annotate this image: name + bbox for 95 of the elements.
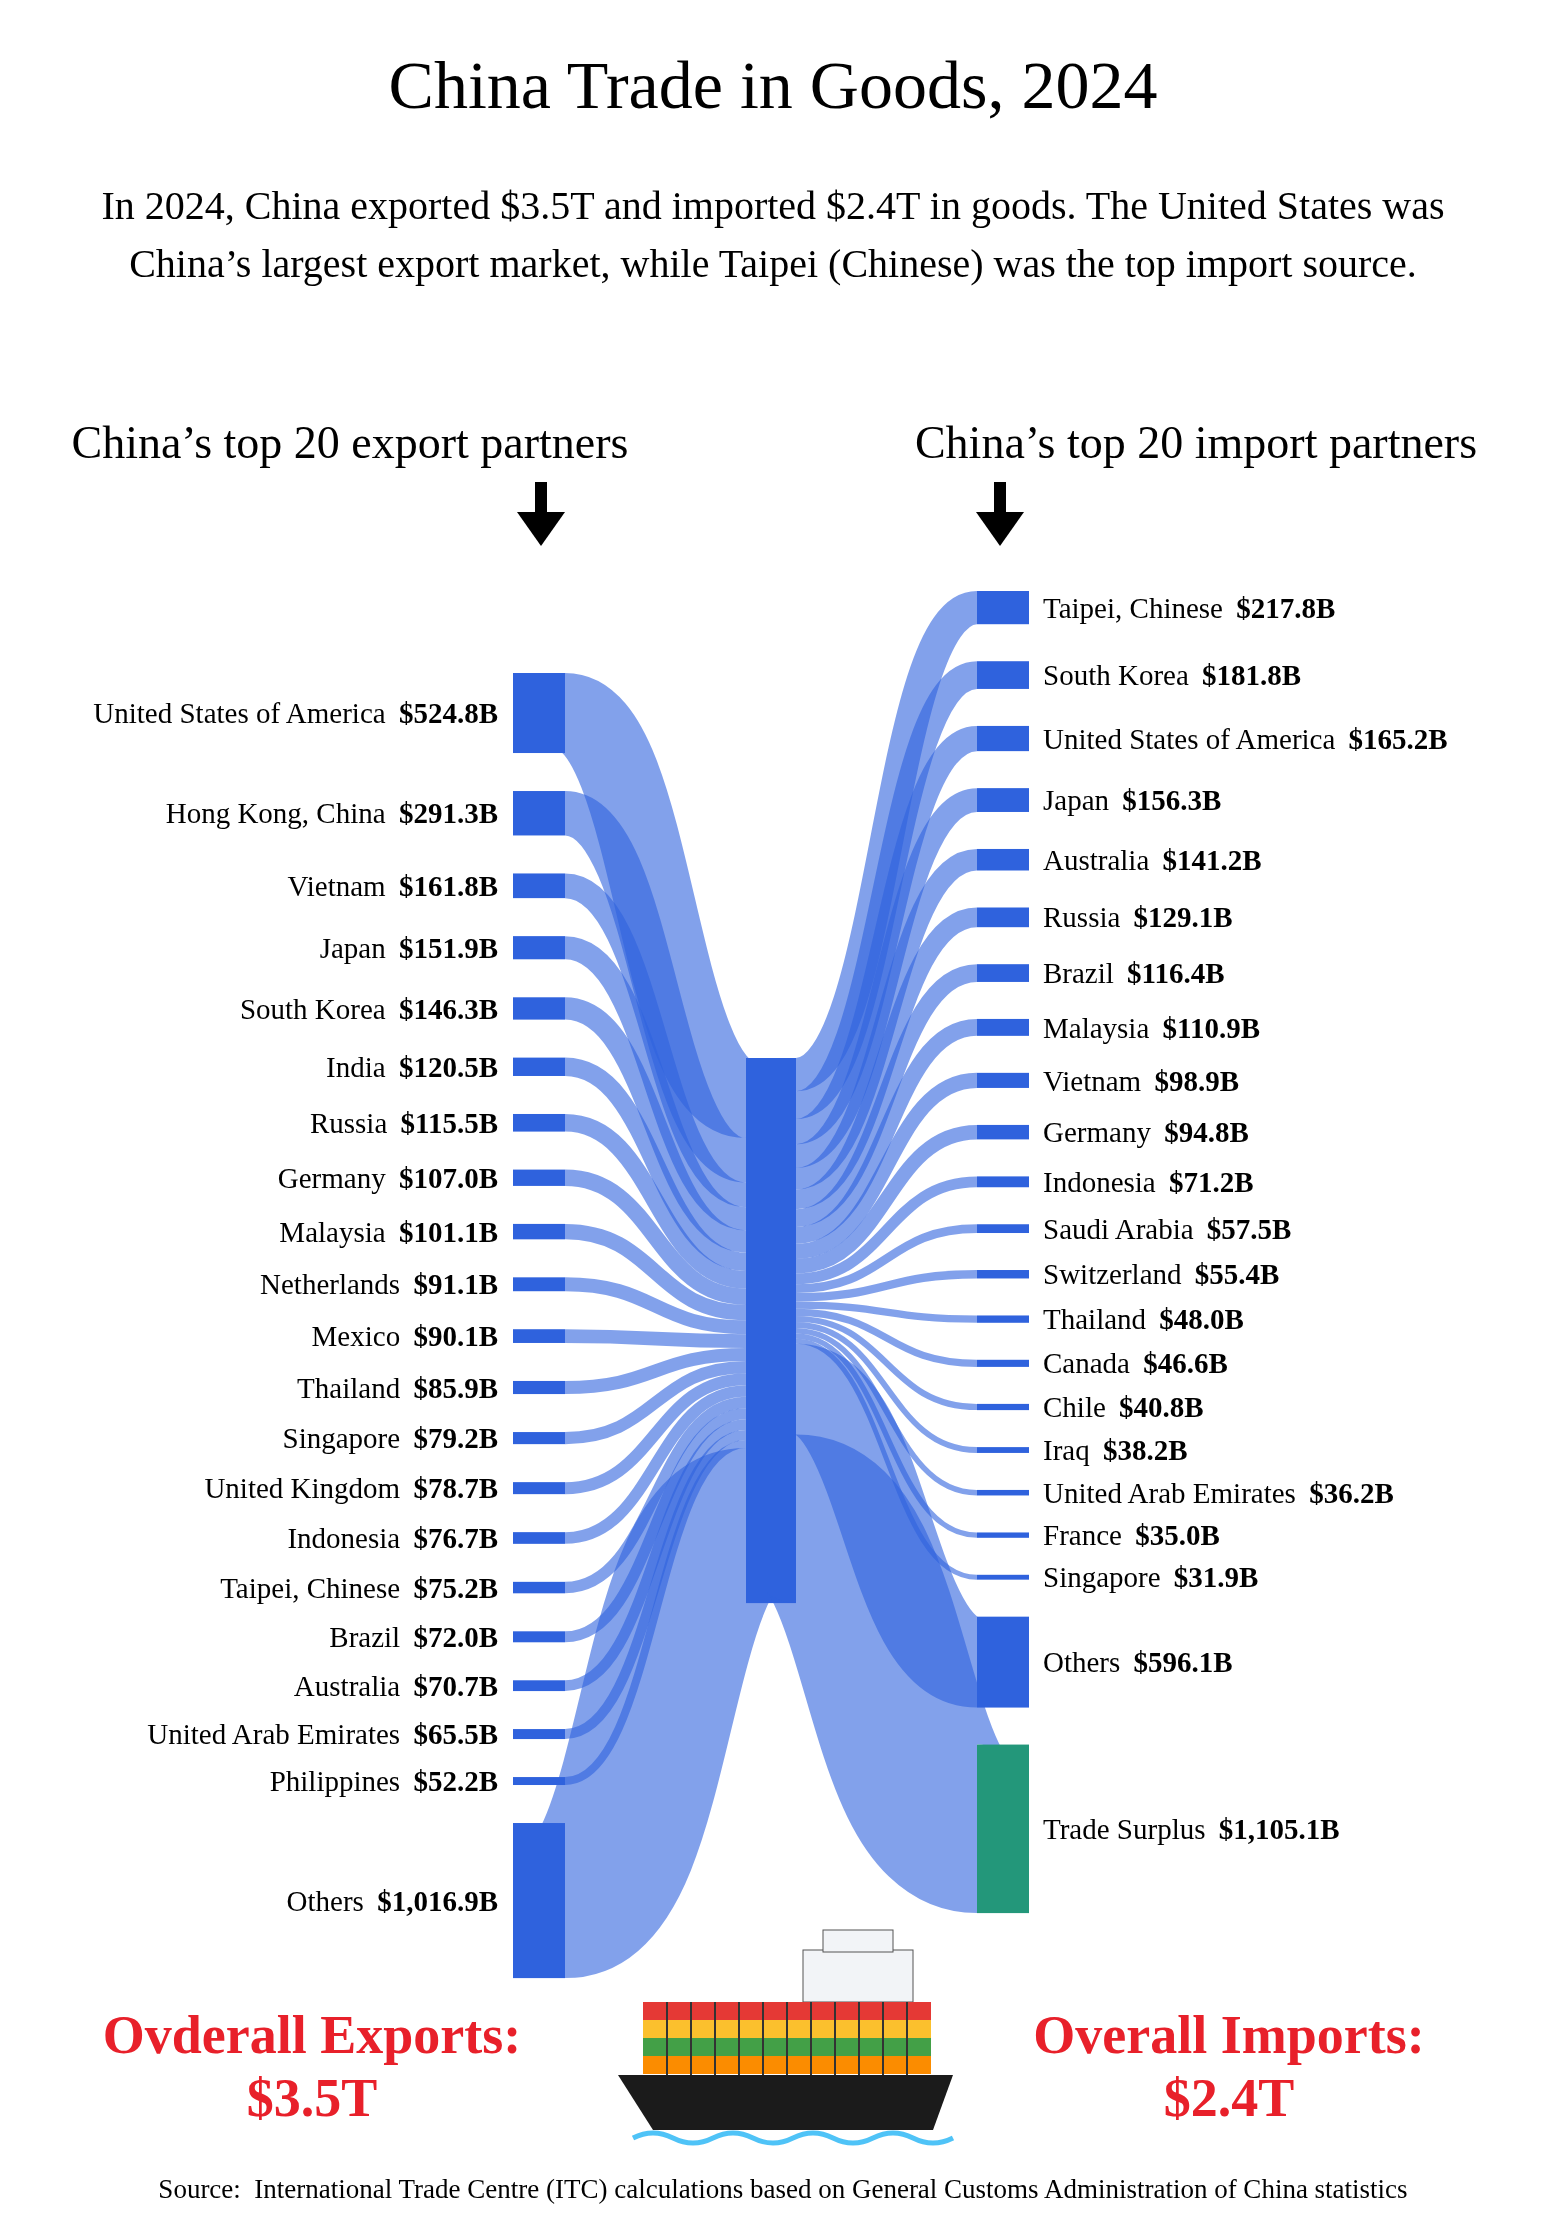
category-label: Russia: [309, 1106, 388, 1139]
category-label: Russia: [1043, 901, 1121, 934]
text: $2.4T: [1163, 2068, 1295, 2128]
data-label: $78.7B: [413, 1472, 498, 1505]
data-label: $48.0B: [1159, 1303, 1244, 1336]
category-label: Mexico: [311, 1320, 401, 1353]
category-label: Singapore: [1043, 1561, 1161, 1594]
data-label: $181.8B: [1202, 659, 1302, 692]
source-note: Source: International Trade Centre (ITC) calculations based on General Customs Administration of China statistics: [158, 2174, 1408, 2204]
category-label: Indonesia: [287, 1522, 401, 1555]
data-label: $52.2B: [413, 1765, 498, 1798]
data-label: $76.7B: [413, 1522, 498, 1555]
data-label: $31.9B: [1173, 1561, 1259, 1594]
data-label: $101.1B: [398, 1215, 498, 1248]
category-label: United Arab Emirates: [147, 1718, 401, 1751]
category-label: Switzerland: [1043, 1258, 1183, 1291]
category-label: Taipei, Chinese: [220, 1571, 401, 1604]
data-label: $91.1B: [413, 1268, 498, 1301]
data-label: $46.6B: [1143, 1347, 1228, 1380]
category-label: Others: [286, 1884, 364, 1917]
category-label: United Arab Emirates: [1043, 1476, 1296, 1509]
data-label: $165.2B: [1348, 722, 1448, 755]
data-label: $90.1B: [413, 1320, 498, 1353]
data-label: $1,105.1B: [1218, 1812, 1340, 1845]
data-label: $291.3B: [398, 797, 498, 830]
category-label: Australia: [293, 1669, 401, 1702]
category-label: Vietnam: [287, 869, 387, 902]
data-label: $141.2B: [1162, 843, 1262, 876]
category-label: Hong Kong, China: [165, 797, 386, 830]
category-label: Indonesia: [1043, 1165, 1156, 1198]
category-label: Saudi Arabia: [1043, 1212, 1194, 1245]
category-label: United States of America: [93, 697, 386, 730]
category-label: Taipei, Chinese: [1043, 591, 1223, 624]
data-label: $72.0B: [413, 1620, 498, 1653]
category-label: Others: [1043, 1646, 1121, 1679]
category-label: Singapore: [282, 1422, 401, 1455]
data-label: $55.4B: [1194, 1258, 1280, 1291]
data-label: $115.5B: [400, 1106, 498, 1139]
category-label: Thailand: [1043, 1303, 1147, 1336]
category-label: Australia: [1043, 843, 1150, 876]
category-label: United States of America: [1043, 722, 1336, 755]
category-label: Trade Surplus: [1043, 1812, 1206, 1845]
category-label: Brazil: [1043, 957, 1114, 990]
category-label: South Korea: [239, 992, 386, 1025]
category-label: Netherlands: [260, 1268, 401, 1301]
text: Overall Imports:: [1033, 2005, 1425, 2065]
category-label: Malaysia: [279, 1215, 386, 1248]
data-label: $40.8B: [1119, 1391, 1204, 1424]
category-label: Iraq: [1043, 1434, 1090, 1467]
category-label: United Kingdom: [204, 1472, 401, 1505]
category-label: Japan: [1043, 784, 1110, 817]
category-label: Malaysia: [1043, 1011, 1150, 1044]
data-label: $65.5B: [413, 1718, 498, 1751]
data-label: $71.2B: [1169, 1165, 1254, 1198]
data-label: $1,016.9B: [377, 1884, 498, 1917]
text: $3.5T: [246, 2068, 378, 2128]
text: China’s top 20 export partners: [71, 417, 629, 468]
data-label: $79.2B: [413, 1422, 498, 1455]
data-label: $98.9B: [1154, 1064, 1239, 1097]
category-label: South Korea: [1043, 659, 1189, 692]
category-label: Brazil: [329, 1620, 401, 1653]
data-label: $57.5B: [1206, 1212, 1292, 1245]
data-label: $110.9B: [1162, 1011, 1261, 1044]
text: China’s top 20 import partners: [914, 417, 1478, 468]
text: China Trade in Goods, 2024: [387, 46, 1159, 125]
data-label: $596.1B: [1133, 1646, 1233, 1679]
category-label: Thailand: [297, 1371, 401, 1404]
category-label: Philippines: [269, 1765, 401, 1798]
category-label: France: [1043, 1519, 1122, 1552]
category-label: Germany: [1043, 1116, 1152, 1149]
category-label: Germany: [277, 1161, 387, 1194]
data-label: $35.0B: [1135, 1519, 1220, 1552]
category-label: India: [326, 1050, 386, 1083]
text: In 2024, China exported $3.5T and imported $2.4T in goods. The United States was China’s largest export market, while Taipei (Chinese) was the top import source.: [100, 182, 1446, 288]
category-label: Japan: [319, 931, 387, 964]
data-label: $38.2B: [1102, 1434, 1188, 1467]
text: Ovderall Exports:: [102, 2005, 522, 2065]
category-label: Canada: [1043, 1347, 1131, 1380]
data-label: $70.7B: [413, 1669, 498, 1702]
data-label: $161.8B: [398, 869, 498, 902]
category-label: Chile: [1043, 1391, 1106, 1424]
data-label: $524.8B: [398, 697, 498, 730]
data-label: $151.9B: [398, 931, 498, 964]
data-label: $85.9B: [413, 1371, 498, 1404]
data-label: $129.1B: [1133, 901, 1233, 934]
data-label: $75.2B: [413, 1571, 498, 1604]
data-label: $116.4B: [1127, 957, 1225, 990]
category-label: Vietnam: [1043, 1064, 1142, 1097]
data-label: $156.3B: [1122, 784, 1222, 817]
data-label: $36.2B: [1309, 1476, 1394, 1509]
data-label: $94.8B: [1164, 1116, 1249, 1149]
data-label: $120.5B: [398, 1050, 498, 1083]
data-label: $146.3B: [398, 992, 498, 1025]
data-label: $217.8B: [1236, 591, 1336, 624]
data-label: $107.0B: [398, 1161, 498, 1194]
